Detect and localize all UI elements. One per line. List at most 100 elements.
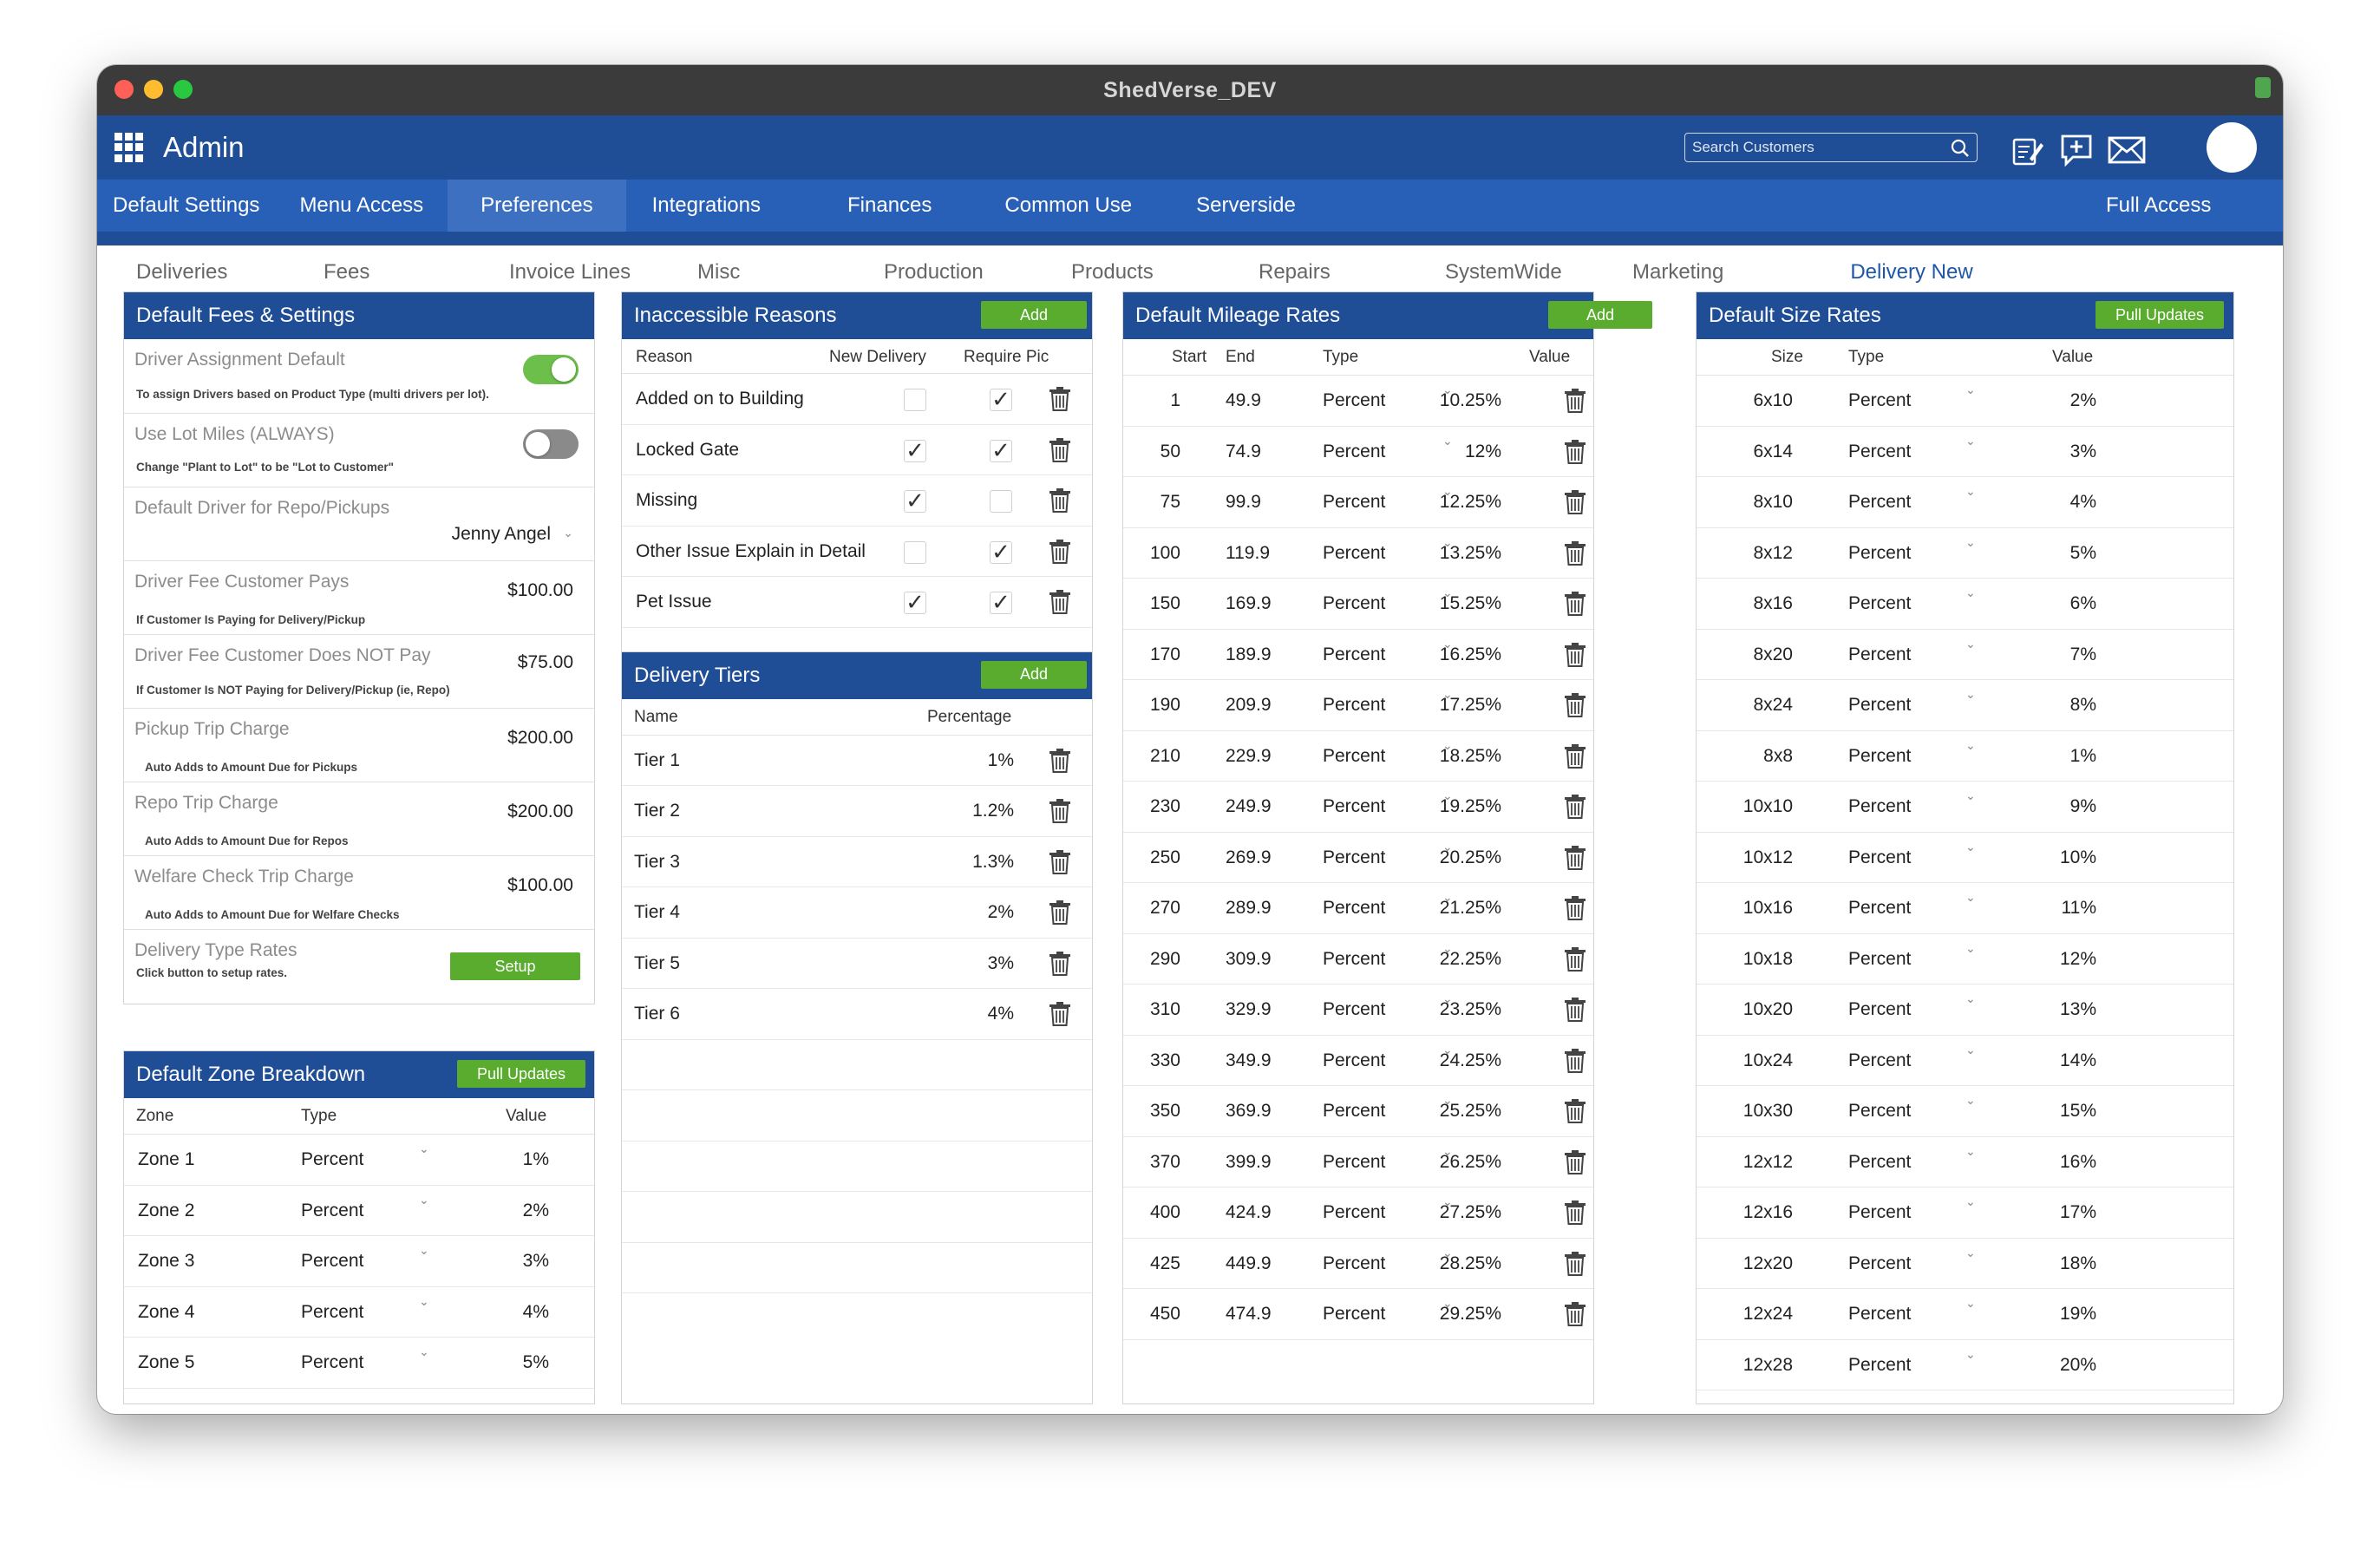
zone-type-select[interactable]: Percent [301, 1301, 364, 1322]
mileage-value[interactable]: 15.25% [1439, 593, 1501, 613]
size-type-select[interactable]: Percent [1848, 1304, 1912, 1324]
chevron-down-icon[interactable]: ⌄ [1442, 383, 1453, 396]
mileage-start[interactable]: 1 [1170, 390, 1180, 410]
size-type-select[interactable]: Percent [1848, 542, 1912, 563]
size-value[interactable]: 12% [2059, 948, 2096, 969]
chevron-down-icon[interactable]: ⌄ [1965, 737, 1976, 752]
size-value[interactable]: 8% [2069, 695, 2096, 715]
size-value[interactable]: 1% [2069, 745, 2096, 766]
trash-icon[interactable] [1049, 951, 1071, 981]
trash-icon[interactable] [1049, 1002, 1071, 1031]
size-value[interactable]: 3% [2069, 441, 2096, 461]
size-type-select[interactable]: Percent [1848, 1151, 1912, 1172]
chevron-down-icon[interactable]: ⌄ [563, 526, 573, 540]
new-delivery-checkbox[interactable]: ✓ [904, 489, 926, 513]
setup-button[interactable]: Setup [450, 952, 580, 980]
mileage-start[interactable]: 425 [1149, 1253, 1180, 1273]
mileage-end[interactable]: 249.9 [1226, 796, 1272, 816]
chevron-down-icon[interactable]: ⌄ [1965, 1346, 1976, 1361]
chevron-down-icon[interactable]: ⌄ [1965, 586, 1976, 599]
mileage-start[interactable]: 210 [1149, 745, 1180, 766]
mileage-type-select[interactable]: Percent [1323, 796, 1386, 816]
size-value[interactable]: 7% [2069, 644, 2096, 664]
chevron-down-icon[interactable]: ⌄ [1965, 940, 1976, 955]
mileage-value[interactable]: 22.25% [1439, 948, 1501, 969]
subtab-invoice-lines[interactable]: Invoice Lines [509, 260, 631, 284]
chevron-down-icon[interactable]: ⌄ [1965, 534, 1976, 549]
chevron-down-icon[interactable]: ⌄ [1965, 1245, 1976, 1259]
size-value[interactable]: 18% [2059, 1253, 2096, 1273]
size-value[interactable]: 13% [2059, 999, 2096, 1019]
size-type-select[interactable]: Percent [1848, 593, 1912, 613]
tier-percentage[interactable]: 1% [987, 749, 1014, 770]
chevron-down-icon[interactable]: ⌄ [1965, 687, 1976, 701]
zoom-window-button[interactable] [173, 80, 193, 99]
tier-percentage[interactable]: 3% [987, 952, 1014, 973]
mileage-type-select[interactable]: Percent [1323, 1151, 1386, 1172]
size-value[interactable]: 9% [2069, 796, 2096, 816]
tab-common-use[interactable]: Common Use [1004, 193, 1133, 217]
mileage-start[interactable]: 250 [1149, 847, 1180, 867]
trash-icon[interactable] [1564, 845, 1586, 875]
mileage-type-select[interactable]: Percent [1323, 1304, 1386, 1324]
mileage-type-select[interactable]: Percent [1323, 1253, 1386, 1273]
mileage-start[interactable]: 270 [1149, 898, 1180, 918]
require-pic-checkbox[interactable]: ✓ [990, 439, 1012, 462]
search-icon[interactable] [1951, 139, 1970, 158]
mileage-type-select[interactable]: Percent [1323, 441, 1386, 461]
trash-icon[interactable] [1564, 998, 1586, 1027]
size-type-select[interactable]: Percent [1848, 847, 1912, 867]
trash-icon[interactable] [1564, 1302, 1586, 1331]
require-pic-checkbox[interactable] [990, 490, 1012, 513]
mileage-type-select[interactable]: Percent [1323, 593, 1386, 613]
size-type-select[interactable]: Percent [1848, 492, 1912, 512]
size-value[interactable]: 20% [2059, 1354, 2096, 1375]
pull-updates-button[interactable]: Pull Updates [457, 1060, 585, 1088]
mileage-value[interactable]: 17.25% [1439, 695, 1501, 715]
chevron-down-icon[interactable]: ⌄ [419, 1243, 429, 1257]
mileage-start[interactable]: 290 [1149, 948, 1180, 969]
trash-icon[interactable] [1564, 795, 1586, 824]
require-pic-checkbox[interactable]: ✓ [990, 591, 1012, 614]
trash-icon[interactable] [1049, 590, 1071, 619]
mileage-value[interactable]: 29.25% [1439, 1304, 1501, 1324]
mileage-start[interactable]: 370 [1149, 1151, 1180, 1172]
welfare-charge-value[interactable]: $100.00 [507, 875, 573, 895]
size-value[interactable]: 17% [2059, 1202, 2096, 1222]
mileage-start[interactable]: 350 [1149, 1101, 1180, 1121]
chevron-down-icon[interactable]: ⌄ [1442, 788, 1453, 802]
subtab-misc[interactable]: Misc [697, 260, 741, 284]
size-type-select[interactable]: Percent [1848, 1050, 1912, 1070]
new-delivery-checkbox[interactable] [904, 540, 926, 564]
add-reason-button[interactable]: Add [981, 301, 1087, 329]
mileage-end[interactable]: 349.9 [1226, 1050, 1272, 1070]
new-delivery-checkbox[interactable]: ✓ [904, 439, 926, 462]
chevron-down-icon[interactable]: ⌄ [1442, 1194, 1453, 1208]
mileage-type-select[interactable]: Percent [1323, 492, 1386, 512]
trash-icon[interactable] [1564, 1048, 1586, 1078]
pull-updates-button[interactable]: Pull Updates [2096, 301, 2224, 329]
mileage-end[interactable]: 229.9 [1226, 745, 1272, 766]
trash-icon[interactable] [1049, 748, 1071, 778]
mail-icon[interactable] [2108, 136, 2146, 164]
trash-icon[interactable] [1049, 849, 1071, 880]
mileage-end[interactable]: 119.9 [1226, 542, 1270, 563]
chevron-down-icon[interactable]: ⌄ [1442, 586, 1453, 599]
mileage-type-select[interactable]: Percent [1323, 847, 1386, 867]
mileage-end[interactable]: 424.9 [1226, 1202, 1272, 1222]
chevron-down-icon[interactable]: ⌄ [1442, 1042, 1453, 1057]
size-type-select[interactable]: Percent [1848, 1101, 1912, 1121]
subtab-marketing[interactable]: Marketing [1632, 260, 1724, 284]
size-type-select[interactable]: Percent [1848, 1202, 1912, 1222]
chevron-down-icon[interactable]: ⌄ [1965, 991, 1976, 1005]
mileage-value[interactable]: 12.25% [1439, 492, 1501, 512]
require-pic-checkbox[interactable]: ✓ [990, 388, 1012, 411]
mileage-end[interactable]: 369.9 [1226, 1101, 1272, 1121]
mileage-start[interactable]: 75 [1160, 492, 1180, 512]
chevron-down-icon[interactable]: ⌄ [1965, 890, 1976, 904]
chevron-down-icon[interactable]: ⌄ [1442, 1296, 1453, 1310]
trash-icon[interactable] [1564, 439, 1586, 469]
zone-value[interactable]: 5% [522, 1352, 549, 1372]
default-driver-select[interactable]: Jenny Angel [451, 524, 551, 544]
tier-percentage[interactable]: 1.3% [972, 851, 1014, 872]
